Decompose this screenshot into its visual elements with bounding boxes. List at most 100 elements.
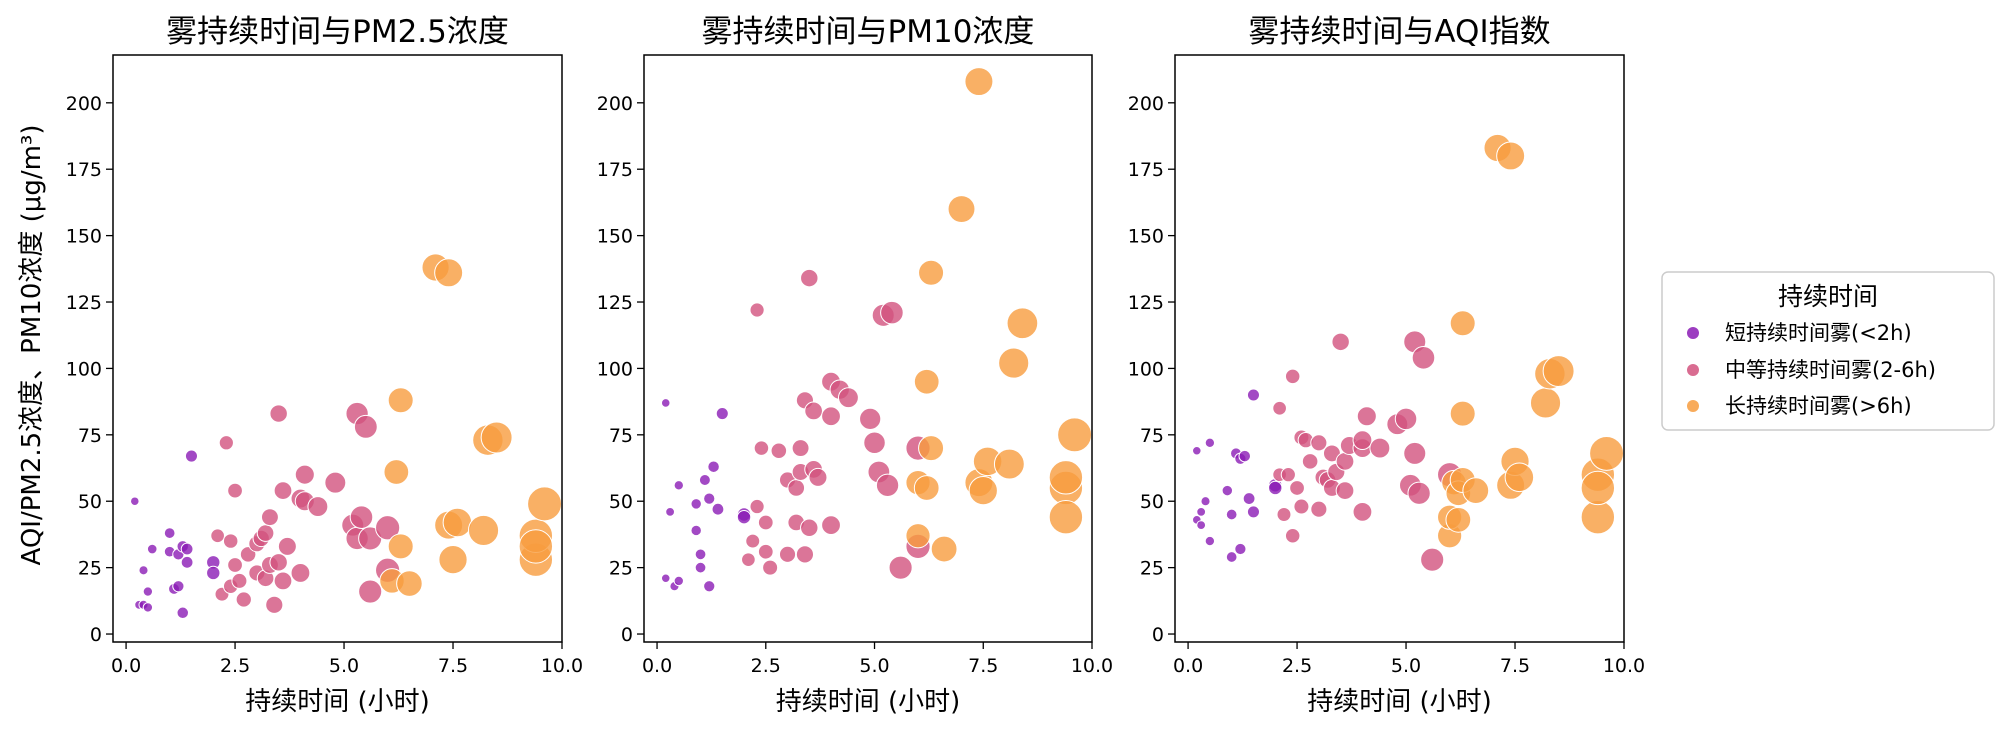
x-tick-label: 2.5 <box>1282 655 1312 677</box>
y-axis-label: AQI/PM2.5浓度、PM10浓度 (μg/m³) <box>17 125 47 566</box>
y-tick-label: 50 <box>609 491 633 513</box>
data-point <box>1335 481 1355 500</box>
data-point <box>1280 467 1296 483</box>
data-point <box>142 586 154 597</box>
x-tick-label: 10.0 <box>541 655 583 677</box>
plot-frame <box>643 54 1093 643</box>
data-point <box>753 440 770 456</box>
data-point <box>778 545 797 563</box>
x-tick-label: 0.0 <box>1173 655 1203 677</box>
data-point <box>324 471 347 494</box>
y-tick-label: 150 <box>597 226 633 248</box>
legend-title: 持续时间 <box>1778 282 1878 311</box>
data-point <box>438 545 468 575</box>
data-point <box>1234 542 1247 556</box>
x-tick-label: 10.0 <box>1603 655 1645 677</box>
data-point <box>1196 520 1207 531</box>
data-point <box>913 475 940 501</box>
legend-label-long: 长持续时间雾(>6h) <box>1725 394 1912 418</box>
data-point <box>804 401 823 421</box>
data-point <box>1335 452 1355 471</box>
data-point <box>434 258 464 288</box>
data-point <box>741 552 756 567</box>
y-tick-label: 100 <box>597 358 633 380</box>
data-point <box>265 595 284 614</box>
data-point <box>1445 506 1472 533</box>
data-point <box>1200 496 1211 507</box>
data-point <box>518 529 554 564</box>
y-tick-label: 175 <box>1128 159 1164 181</box>
x-tick-label: 7.5 <box>1500 655 1530 677</box>
data-point <box>172 580 185 593</box>
y-tick-label: 0 <box>621 624 633 646</box>
data-point <box>1246 505 1260 519</box>
data-point <box>1580 470 1616 506</box>
data-point <box>1268 480 1283 496</box>
data-point <box>353 414 378 439</box>
chart-title: 雾持续时间与AQI指数 <box>1248 14 1550 50</box>
data-point <box>1356 406 1377 427</box>
data-point <box>1449 310 1476 337</box>
y-tick-label: 200 <box>66 93 102 115</box>
data-point <box>1006 307 1039 340</box>
x-tick-label: 2.5 <box>751 655 781 677</box>
data-point <box>947 195 976 224</box>
series-long <box>905 67 1093 563</box>
y-tick-label: 50 <box>1140 491 1164 513</box>
data-point <box>231 572 248 589</box>
data-point <box>480 421 513 454</box>
data-point <box>1496 141 1526 171</box>
y-tick-label: 100 <box>66 358 102 380</box>
data-point <box>1394 407 1418 431</box>
x-axis-label: 持续时间 (小时) <box>1307 687 1492 717</box>
data-point <box>1221 484 1234 497</box>
data-point <box>800 268 819 288</box>
data-point <box>863 431 886 455</box>
data-point <box>690 498 702 510</box>
legend-label-medium: 中等持续时间雾(2-6h) <box>1725 358 1936 382</box>
data-point <box>206 565 221 581</box>
data-point <box>210 528 225 544</box>
data-point <box>1529 387 1562 419</box>
y-tick-label: 75 <box>609 425 633 447</box>
y-tick-label: 25 <box>1140 558 1164 580</box>
series-long <box>1437 133 1625 549</box>
y-tick-label: 50 <box>78 491 102 513</box>
chart-title: 雾持续时间与PM10浓度 <box>702 14 1035 50</box>
series-short <box>660 398 752 593</box>
x-tick-label: 5.0 <box>1391 655 1421 677</box>
x-tick-label: 5.0 <box>329 655 359 677</box>
data-point <box>665 506 676 517</box>
y-tick-label: 125 <box>597 292 633 314</box>
data-point <box>703 580 716 593</box>
data-point <box>998 347 1030 379</box>
x-axis-label: 持续时间 (小时) <box>776 687 961 717</box>
y-tick-label: 0 <box>1152 624 1164 646</box>
data-point <box>163 527 176 539</box>
data-point <box>1057 417 1093 453</box>
data-point <box>1048 499 1084 535</box>
x-tick-label: 0.0 <box>642 655 672 677</box>
data-point <box>1462 477 1490 505</box>
data-point <box>1369 437 1391 459</box>
data-point <box>1293 498 1310 515</box>
plot-frame <box>1174 54 1625 643</box>
y-tick-label: 25 <box>78 558 102 580</box>
data-point <box>1310 500 1328 518</box>
chart-title: 雾持续时间与PM2.5浓度 <box>166 14 509 50</box>
data-point <box>795 545 815 564</box>
y-tick-label: 0 <box>90 624 102 646</box>
data-point <box>745 533 761 549</box>
data-point <box>821 515 841 536</box>
data-point <box>703 492 716 505</box>
data-point <box>762 559 779 576</box>
data-point <box>1504 462 1535 493</box>
series-short <box>130 449 221 620</box>
x-tick-label: 0.0 <box>111 655 141 677</box>
data-point <box>791 439 810 458</box>
data-point <box>269 553 288 572</box>
data-point <box>130 496 140 506</box>
x-tick-label: 10.0 <box>1071 655 1113 677</box>
